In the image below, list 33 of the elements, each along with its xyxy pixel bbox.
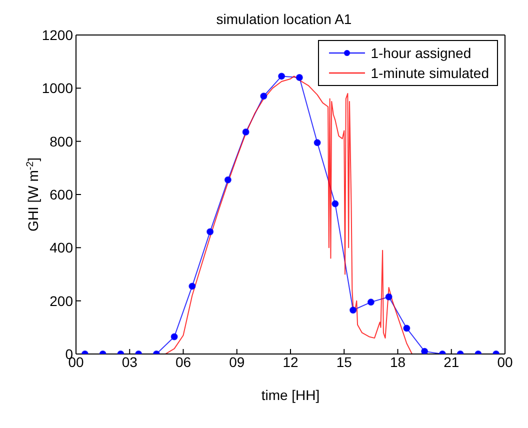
x-tick-label: 21 xyxy=(444,354,460,370)
y-tick-label: 800 xyxy=(50,133,74,150)
point xyxy=(206,228,214,236)
point xyxy=(296,74,303,82)
y-tick-label: 1000 xyxy=(42,80,74,96)
x-tick-label: 00 xyxy=(497,354,513,370)
legend-label: 1-minute simulated xyxy=(370,64,489,83)
y-tick-label: 1200 xyxy=(42,26,74,43)
x-tick-label: 12 xyxy=(282,354,298,370)
point xyxy=(385,293,392,300)
point xyxy=(188,282,196,290)
point xyxy=(260,92,268,100)
point xyxy=(421,348,428,354)
point xyxy=(170,333,178,340)
x-tick-label: 09 xyxy=(229,354,245,370)
chart-title: simulation location A1 xyxy=(216,11,352,27)
point xyxy=(332,200,339,208)
x-tick-label: 03 xyxy=(122,354,138,370)
legend-label: 1-hour assigned xyxy=(370,44,472,63)
point xyxy=(224,176,232,184)
x-axis-title: time [HH] xyxy=(261,387,320,403)
point xyxy=(242,128,250,136)
x-tick-label: 15 xyxy=(336,354,352,370)
y-tick-label: 600 xyxy=(50,186,74,202)
x-tick-label: 18 xyxy=(390,354,406,370)
y-tick-label: 200 xyxy=(50,292,74,309)
y-tick-label: 400 xyxy=(50,240,74,256)
point xyxy=(403,324,410,332)
point xyxy=(367,298,374,306)
point xyxy=(278,72,286,80)
x-tick-label: 06 xyxy=(175,354,192,370)
point xyxy=(350,306,357,314)
point xyxy=(314,139,321,146)
